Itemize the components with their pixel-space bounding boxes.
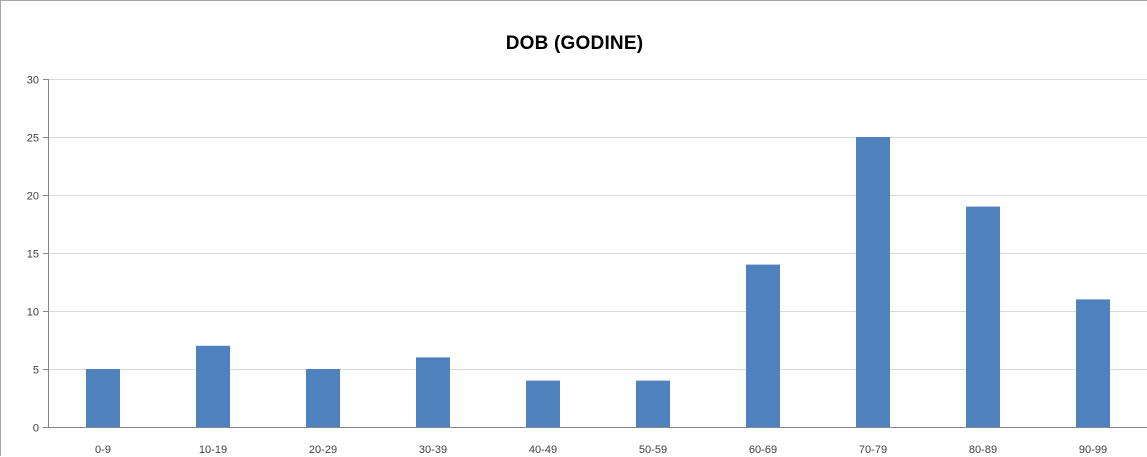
bar-30-39 (416, 357, 450, 427)
y-tick-label: 15 (27, 249, 39, 261)
y-tick-label: 5 (33, 365, 39, 377)
x-axis-tick-labels: 0-9 10-19 20-29 30-39 40-49 50-59 60-69 70-79 80… (95, 444, 1107, 456)
x-tick-label: 40-49 (529, 444, 557, 456)
y-tick-label: 25 (27, 133, 39, 145)
bar-90-99 (1076, 299, 1110, 427)
bar-0-9 (86, 369, 120, 427)
x-tick-label: 20-29 (309, 444, 337, 456)
x-tick-label: 0-9 (95, 444, 111, 456)
x-tick-label: 60-69 (749, 444, 777, 456)
bar-10-19 (196, 345, 230, 427)
bar-20-29 (306, 369, 340, 427)
bar-50-59 (636, 380, 670, 427)
gridlines (48, 79, 1147, 370)
y-axis-tick-labels: 0 5 10 15 20 25 30 (27, 75, 39, 435)
chart-title: DOB (GODINE) (505, 33, 644, 54)
bar-40-49 (526, 380, 560, 427)
y-tick-label: 0 (33, 423, 39, 435)
y-tick-label: 20 (27, 191, 39, 203)
bar-series (86, 137, 1110, 427)
y-tick-label: 30 (27, 75, 39, 87)
x-tick-label: 90-99 (1079, 444, 1107, 456)
axes (43, 79, 1147, 428)
bar-70-79 (856, 137, 890, 427)
bar-60-69 (746, 264, 780, 427)
bar-80-89 (966, 206, 1000, 427)
x-tick-label: 10-19 (199, 444, 227, 456)
x-tick-label: 80-89 (969, 444, 997, 456)
x-tick-label: 30-39 (419, 444, 447, 456)
y-tick-label: 10 (27, 307, 39, 319)
x-tick-label: 50-59 (639, 444, 667, 456)
x-tick-label: 70-79 (859, 444, 887, 456)
